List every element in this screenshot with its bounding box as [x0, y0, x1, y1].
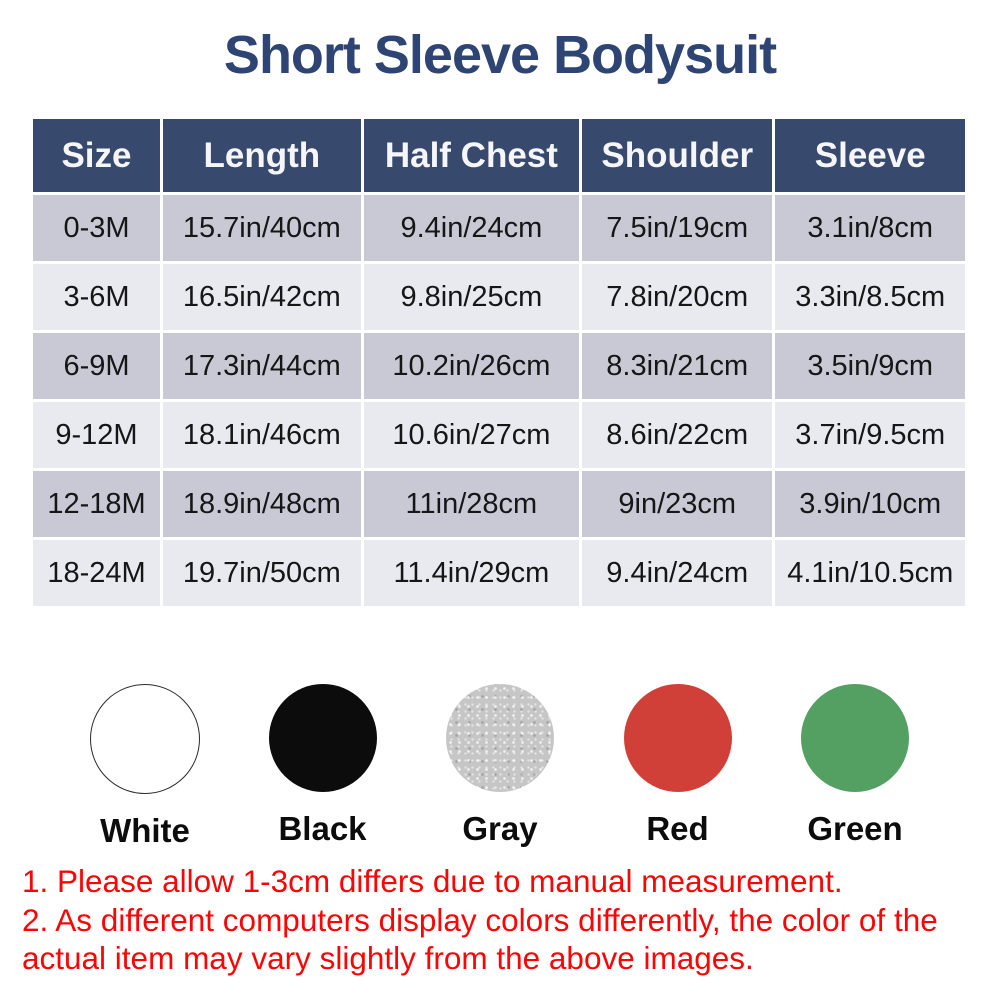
cell-shoulder: 9in/23cm — [582, 471, 773, 537]
cell-length: 18.9in/48cm — [162, 471, 361, 537]
cell-half-chest: 10.6in/27cm — [363, 402, 580, 468]
cell-half-chest: 9.8in/25cm — [363, 264, 580, 330]
cell-size: 6-9M — [33, 333, 160, 399]
red-color-circle-icon — [623, 684, 732, 792]
cell-sleeve: 3.9in/10cm — [775, 471, 965, 537]
swatch-label: Black — [278, 810, 367, 847]
column-header-sleeve: Sleeve — [775, 119, 965, 192]
table-row: 18-24M 19.7in/50cm 11.4in/29cm 9.4in/24c… — [33, 540, 965, 606]
cell-size: 18-24M — [33, 540, 160, 606]
cell-shoulder: 8.6in/22cm — [582, 402, 773, 468]
cell-shoulder: 7.8in/20cm — [582, 264, 773, 330]
swatch-label: White — [100, 812, 190, 849]
note-color-display: 2. As different computers display colors… — [22, 902, 938, 976]
green-color-circle-icon — [801, 684, 909, 792]
disclaimer-notes: 1. Please allow 1-3cm differs due to man… — [22, 862, 980, 978]
column-header-shoulder: Shoulder — [582, 119, 773, 192]
swatch-label: Red — [646, 810, 709, 847]
cell-size: 12-18M — [33, 471, 160, 537]
swatch-white: White — [57, 684, 233, 850]
table-row: 12-18M 18.9in/48cm 11in/28cm 9in/23cm 3.… — [33, 471, 965, 537]
swatch-green: Green — [767, 684, 943, 850]
swatch-black: Black — [235, 684, 411, 850]
cell-shoulder: 8.3in/21cm — [582, 333, 773, 399]
cell-half-chest: 10.2in/26cm — [363, 333, 580, 399]
cell-length: 15.7in/40cm — [162, 195, 361, 261]
cell-length: 19.7in/50cm — [162, 540, 361, 606]
color-swatch-row: White Black Gray Red Green — [57, 684, 943, 850]
cell-size: 3-6M — [33, 264, 160, 330]
cell-size: 9-12M — [33, 402, 160, 468]
cell-half-chest: 11.4in/29cm — [363, 540, 580, 606]
cell-sleeve: 3.7in/9.5cm — [775, 402, 965, 468]
size-table: Size Length Half Chest Shoulder Sleeve 0… — [30, 116, 968, 609]
table-header-row: Size Length Half Chest Shoulder Sleeve — [33, 119, 965, 192]
table-row: 6-9M 17.3in/44cm 10.2in/26cm 8.3in/21cm … — [33, 333, 965, 399]
page-title: Short Sleeve Bodysuit — [223, 25, 777, 85]
note-measurement: 1. Please allow 1-3cm differs due to man… — [22, 863, 843, 899]
table-row: 3-6M 16.5in/42cm 9.8in/25cm 7.8in/20cm 3… — [33, 264, 965, 330]
white-color-circle-icon — [90, 684, 200, 794]
cell-sleeve: 3.1in/8cm — [775, 195, 965, 261]
table-row: 9-12M 18.1in/46cm 10.6in/27cm 8.6in/22cm… — [33, 402, 965, 468]
swatch-label: Gray — [462, 810, 538, 847]
cell-shoulder: 9.4in/24cm — [582, 540, 773, 606]
column-header-length: Length — [162, 119, 361, 192]
column-header-half-chest: Half Chest — [363, 119, 580, 192]
black-color-circle-icon — [268, 684, 377, 792]
cell-size: 0-3M — [33, 195, 160, 261]
table-row: 0-3M 15.7in/40cm 9.4in/24cm 7.5in/19cm 3… — [33, 195, 965, 261]
cell-shoulder: 7.5in/19cm — [582, 195, 773, 261]
column-header-size: Size — [33, 119, 160, 192]
swatch-label: Green — [807, 810, 903, 847]
cell-sleeve: 3.5in/9cm — [775, 333, 965, 399]
cell-sleeve: 3.3in/8.5cm — [775, 264, 965, 330]
cell-length: 18.1in/46cm — [162, 402, 361, 468]
cell-half-chest: 11in/28cm — [363, 471, 580, 537]
swatch-red: Red — [590, 684, 766, 850]
gray-color-circle-icon — [446, 684, 554, 792]
cell-length: 16.5in/42cm — [162, 264, 361, 330]
cell-half-chest: 9.4in/24cm — [363, 195, 580, 261]
swatch-gray: Gray — [412, 684, 588, 850]
cell-sleeve: 4.1in/10.5cm — [775, 540, 965, 606]
cell-length: 17.3in/44cm — [162, 333, 361, 399]
